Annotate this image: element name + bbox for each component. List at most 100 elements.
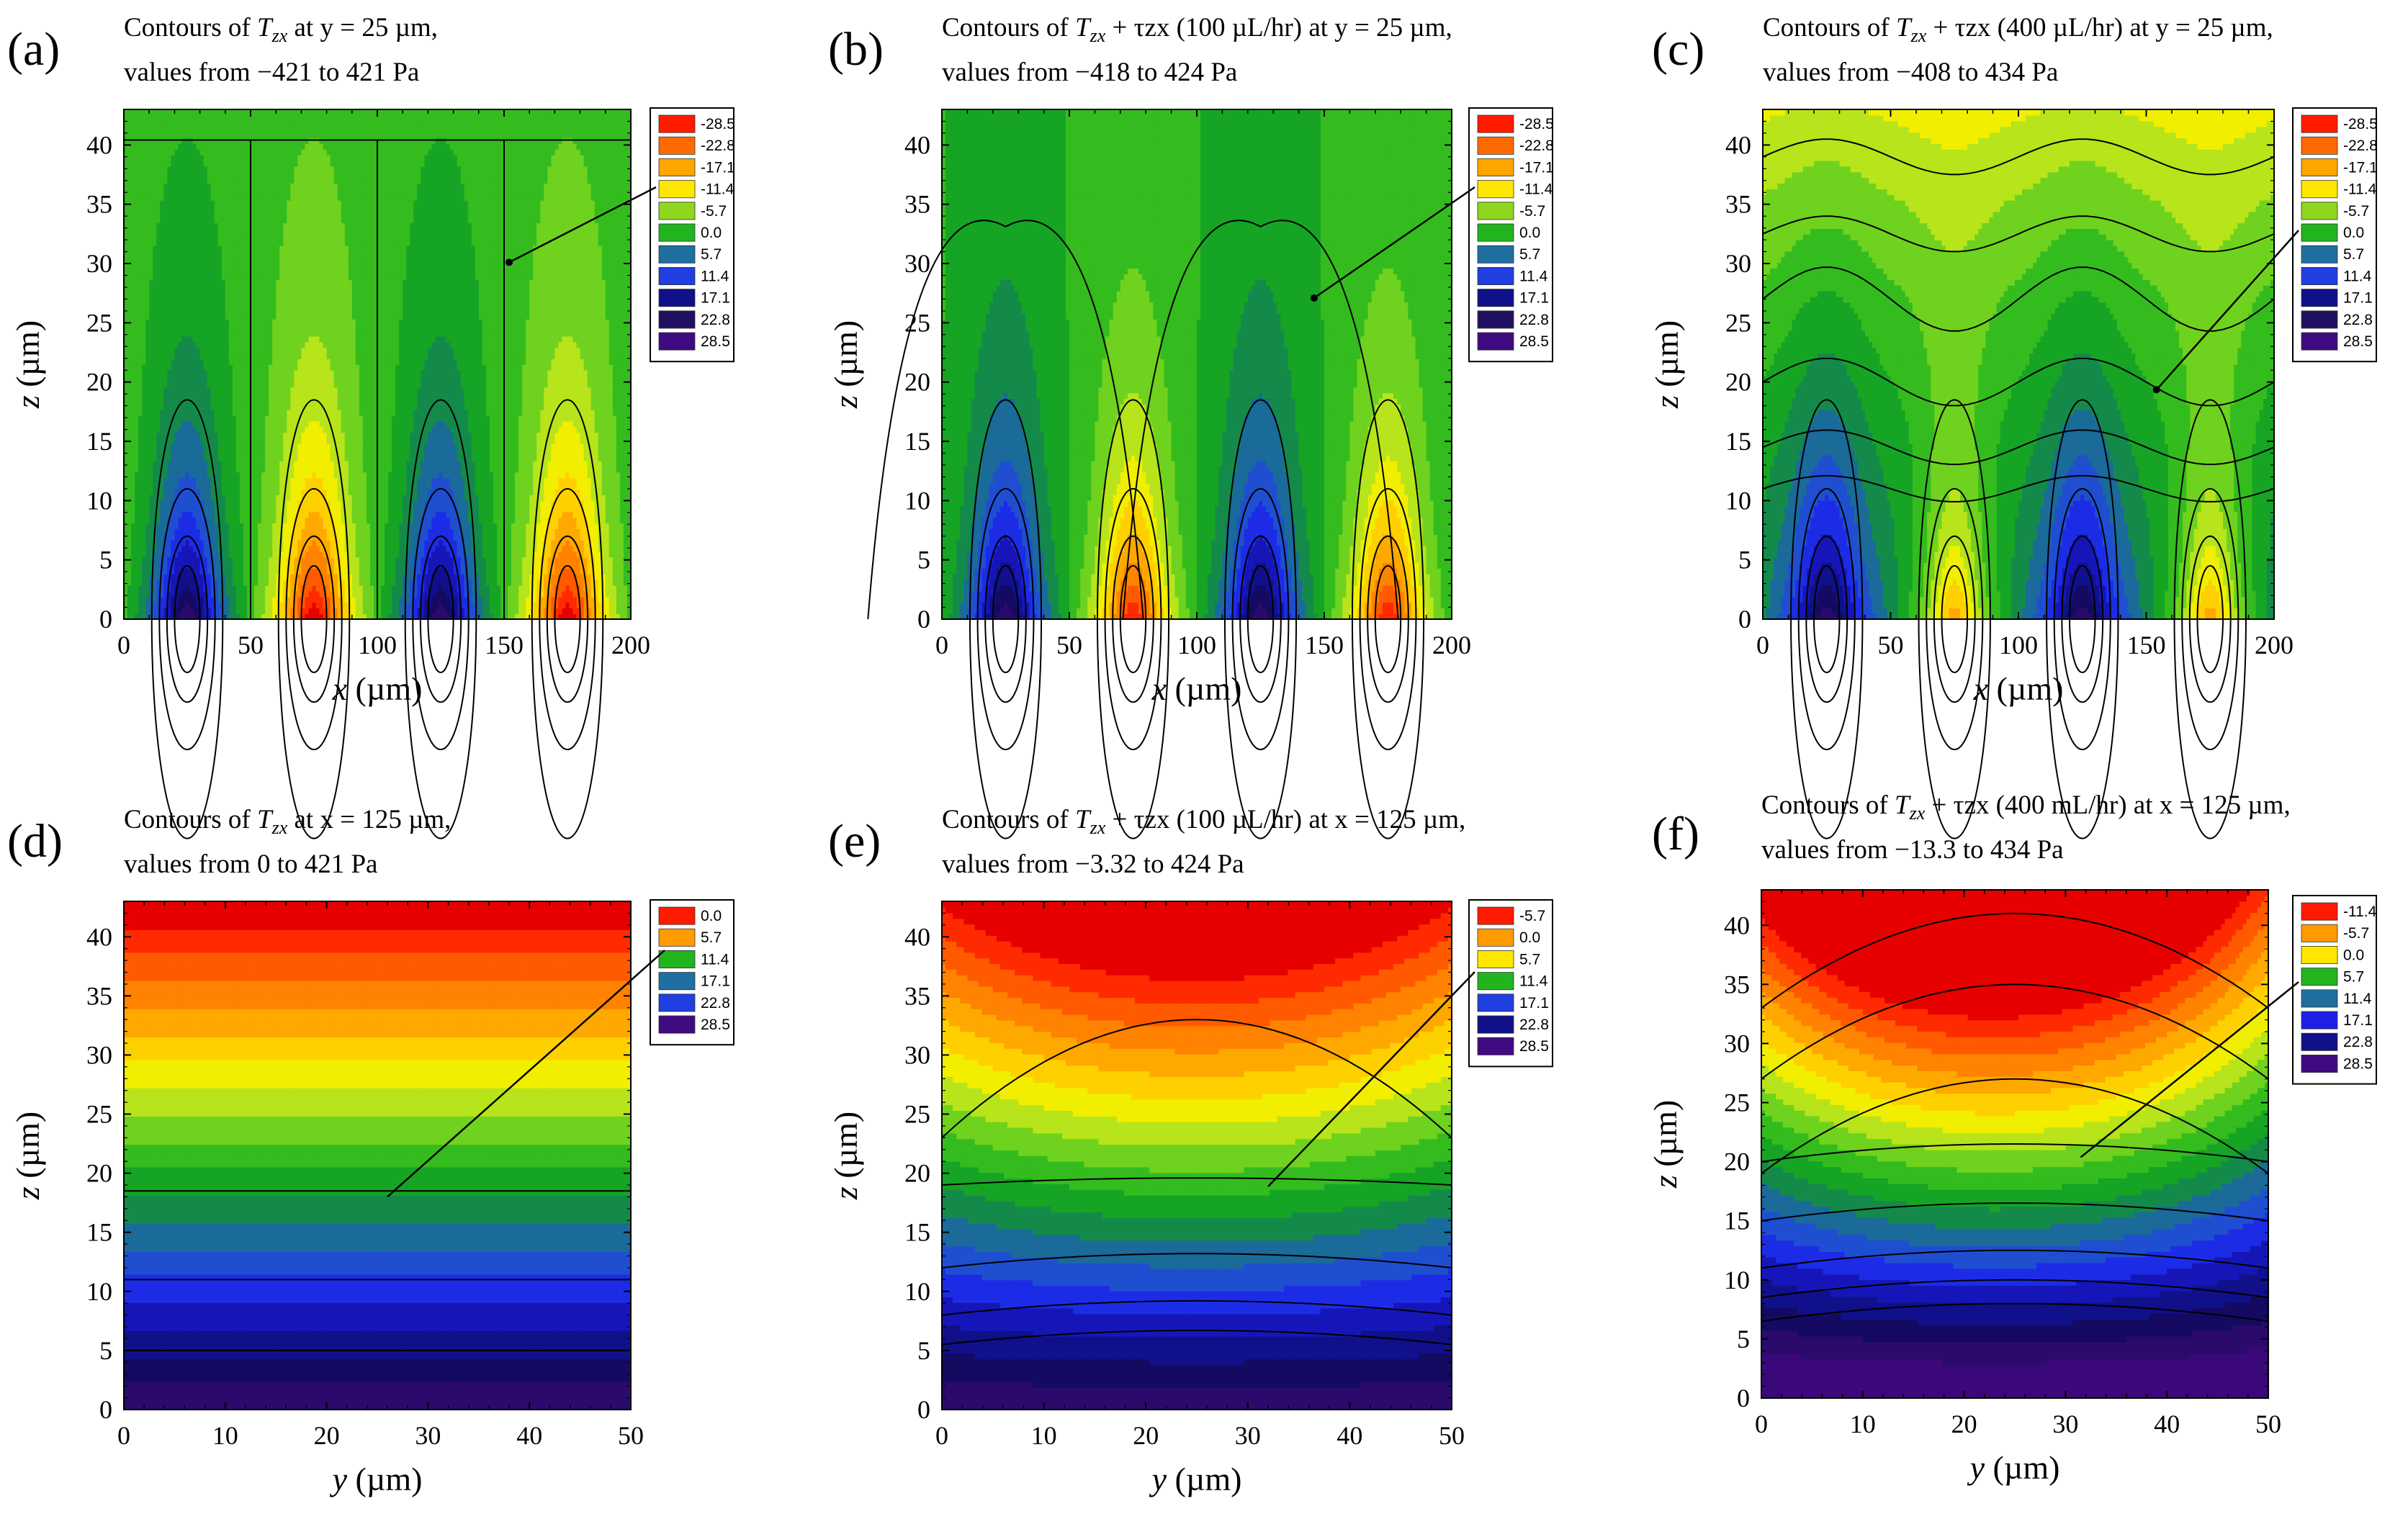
heatmap-cell xyxy=(312,580,316,586)
heatmap-cell xyxy=(276,115,280,122)
heatmap-cell xyxy=(265,421,269,428)
heatmap-cell xyxy=(287,183,291,189)
heatmap-cell xyxy=(207,240,212,246)
heatmap-cell xyxy=(308,421,313,428)
heatmap-cell xyxy=(297,155,302,161)
heatmap-cell xyxy=(135,495,139,501)
heatmap-cell xyxy=(138,427,143,433)
heatmap-cell xyxy=(316,234,320,240)
heatmap-cell xyxy=(127,121,132,127)
heatmap-cell xyxy=(301,172,305,179)
heatmap-cell xyxy=(283,325,287,331)
heatmap-cell xyxy=(233,132,237,138)
heatmap-cell xyxy=(153,342,157,348)
heatmap-cell xyxy=(229,483,233,490)
heatmap-cell xyxy=(308,121,313,127)
heatmap-cell xyxy=(156,149,161,156)
heatmap-cell xyxy=(297,461,302,467)
heatmap-cell xyxy=(211,489,215,495)
heatmap-cell xyxy=(171,461,175,467)
heatmap-cell xyxy=(178,302,182,308)
heatmap-cell xyxy=(265,228,269,235)
heatmap-cell xyxy=(204,212,208,218)
heatmap-cell xyxy=(312,585,316,592)
heatmap-cell xyxy=(156,353,161,359)
heatmap-cell xyxy=(171,234,175,240)
heatmap-cell xyxy=(189,268,194,274)
heatmap-cell xyxy=(163,245,168,252)
heatmap-cell xyxy=(131,410,135,416)
heatmap-cell xyxy=(225,512,230,518)
heatmap-cell xyxy=(135,138,139,144)
heatmap-cell xyxy=(135,528,139,535)
heatmap-cell xyxy=(181,506,186,513)
heatmap-cell xyxy=(189,370,194,377)
heatmap-cell xyxy=(142,398,146,405)
heatmap-cell xyxy=(200,212,205,218)
heatmap-cell xyxy=(218,138,223,144)
heatmap-cell xyxy=(131,143,135,150)
heatmap-cell xyxy=(243,580,248,586)
heatmap-cell xyxy=(127,240,132,246)
heatmap-cell xyxy=(207,251,212,258)
heatmap-cell xyxy=(233,523,237,529)
heatmap-cell xyxy=(178,251,182,258)
heatmap-cell xyxy=(197,330,201,337)
heatmap-cell xyxy=(149,364,153,371)
heatmap-cell xyxy=(240,574,244,580)
heatmap-cell xyxy=(290,500,295,507)
heatmap-cell xyxy=(269,410,273,416)
heatmap-cell xyxy=(279,364,284,371)
heatmap-cell xyxy=(301,189,305,195)
heatmap-cell xyxy=(229,240,233,246)
heatmap-cell xyxy=(229,336,233,343)
heatmap-cell xyxy=(308,127,313,133)
heatmap-cell xyxy=(222,546,226,552)
heatmap-cell xyxy=(207,591,212,598)
heatmap-cell xyxy=(294,546,298,552)
heatmap-cell xyxy=(225,143,230,150)
heatmap-cell xyxy=(240,132,244,138)
heatmap-cell xyxy=(294,477,298,484)
heatmap-cell xyxy=(301,489,305,495)
heatmap-cell xyxy=(236,297,241,303)
heatmap-cell xyxy=(185,251,189,258)
heatmap-cell xyxy=(269,262,273,269)
heatmap-cell xyxy=(269,172,273,179)
heatmap-cell xyxy=(200,585,205,592)
heatmap-cell xyxy=(269,359,273,365)
heatmap-cell xyxy=(297,302,302,308)
heatmap-cell xyxy=(305,427,309,433)
heatmap-cell xyxy=(149,234,153,240)
heatmap-cell xyxy=(189,161,194,167)
heatmap-cell xyxy=(156,166,161,173)
heatmap-cell xyxy=(138,421,143,428)
heatmap-cell xyxy=(276,353,280,359)
heatmap-cell xyxy=(171,387,175,393)
heatmap-cell xyxy=(197,392,201,399)
heatmap-cell xyxy=(215,149,219,156)
heatmap-cell xyxy=(167,132,171,138)
heatmap-cell xyxy=(142,568,146,574)
heatmap-cell xyxy=(218,608,223,614)
heatmap-cell xyxy=(178,336,182,343)
heatmap-cell xyxy=(312,359,316,365)
heatmap-cell xyxy=(127,477,132,484)
heatmap-cell xyxy=(229,506,233,513)
heatmap-cell xyxy=(149,512,153,518)
heatmap-cell xyxy=(243,297,248,303)
heatmap-cell xyxy=(138,155,143,161)
heatmap-cell xyxy=(305,376,309,382)
heatmap-cell xyxy=(193,251,197,258)
heatmap-cell xyxy=(258,443,262,450)
heatmap-cell xyxy=(269,217,273,223)
heatmap-cell xyxy=(287,523,291,529)
heatmap-cell xyxy=(297,574,302,580)
heatmap-cell xyxy=(301,234,305,240)
heatmap-cell xyxy=(138,279,143,286)
heatmap-cell xyxy=(312,251,316,258)
heatmap-cell xyxy=(254,222,259,229)
heatmap-cell xyxy=(153,472,157,478)
heatmap-cell xyxy=(135,222,139,229)
heatmap-cell xyxy=(215,172,219,179)
